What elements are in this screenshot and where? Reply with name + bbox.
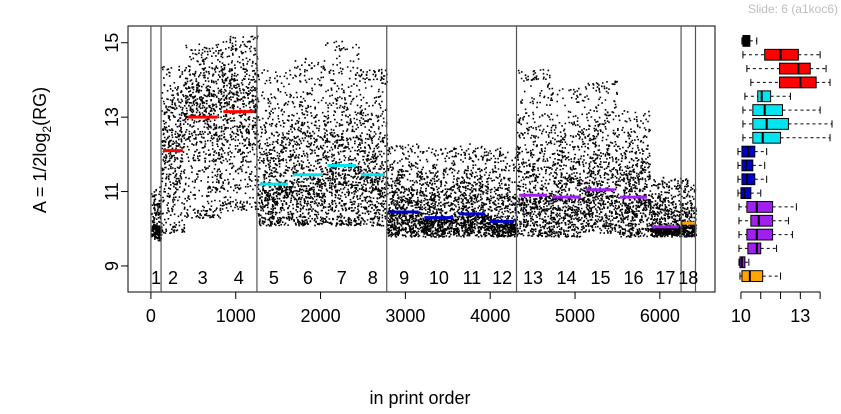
box-3 — [779, 62, 811, 75]
box-group-16 — [738, 242, 778, 255]
box-12 — [740, 187, 752, 199]
x-axis: 0 1000 2000 3000 4000 5000 6000 — [146, 292, 680, 326]
box-group-15 — [738, 228, 793, 241]
group-label-13: 13 — [523, 268, 543, 288]
group-label-9: 9 — [399, 268, 409, 288]
box-8 — [752, 131, 782, 144]
group-label-15: 15 — [590, 268, 610, 288]
group-label-10: 10 — [429, 268, 449, 288]
scatter-panel: 1 2 3 4 5 6 7 8 9 10 11 12 13 14 15 16 17 180 1000 2000 3000… — [102, 25, 716, 326]
x-tick-label-3000: 3000 — [385, 306, 425, 326]
box-group-10 — [737, 159, 766, 172]
x-tick-label-2000: 2000 — [301, 306, 341, 326]
box-group-8 — [742, 131, 831, 144]
group-label-18: 18 — [678, 268, 698, 288]
boxplot-x-axis: 10 13 — [731, 291, 821, 326]
y-axis-title: A = 1/2log2(RG) — [30, 87, 54, 213]
group-label-14: 14 — [557, 268, 577, 288]
slide-label: Slide: 6 (a1koc6) — [747, 2, 838, 16]
box-group-14 — [738, 214, 789, 227]
box-1 — [742, 35, 751, 47]
box-group-17 — [738, 256, 750, 269]
box-group-3 — [746, 62, 827, 75]
box-group-7 — [742, 118, 833, 130]
x-tick-label-0: 0 — [146, 306, 156, 326]
group-label-12: 12 — [492, 268, 512, 288]
boxplot-x-tick-label-13: 13 — [790, 306, 810, 326]
x-tick-label-6000: 6000 — [640, 306, 680, 326]
group-label-2: 2 — [168, 268, 178, 288]
group-label-11: 11 — [463, 268, 482, 288]
group-label-8: 8 — [368, 268, 378, 288]
box-group-11 — [737, 173, 768, 186]
box-14 — [750, 214, 774, 227]
boxplot-panel: 10 13 — [731, 35, 833, 326]
group-label-1: 1 — [151, 268, 161, 288]
x-tick-label-5000: 5000 — [555, 306, 595, 326]
x-tick-label-4000: 4000 — [470, 306, 510, 326]
box-11 — [741, 173, 756, 186]
scatter-points — [150, 35, 697, 242]
box-group-4 — [750, 76, 831, 89]
y-tick-label-15: 15 — [102, 33, 122, 53]
scatter-plot-frame — [127, 25, 716, 293]
box-group-12 — [737, 187, 762, 199]
y-tick-label-13: 13 — [102, 107, 122, 127]
y-axis-title-tail: (RG) — [30, 87, 50, 126]
box-group-6 — [742, 104, 821, 116]
group-label-16: 16 — [624, 268, 644, 288]
y-axis-title-main: A = 1/2log — [30, 133, 50, 214]
box-group-1 — [741, 35, 758, 47]
box-13 — [746, 201, 774, 213]
box-7 — [752, 118, 789, 130]
x-axis-title: in print order — [369, 388, 470, 408]
box-4 — [779, 76, 817, 89]
group-label-6: 6 — [303, 268, 313, 288]
y-tick-label-9: 9 — [102, 261, 122, 271]
group-label-3: 3 — [198, 268, 208, 288]
boxplot-x-tick-label-10: 10 — [731, 306, 751, 326]
box-10 — [741, 159, 754, 172]
box-group-5 — [744, 90, 791, 103]
group-label-5: 5 — [269, 268, 279, 288]
group-label-4: 4 — [234, 268, 244, 288]
box-group-9 — [737, 145, 768, 158]
x-tick-label-1000: 1000 — [216, 306, 256, 326]
group-label-17: 17 — [655, 268, 675, 288]
box-6 — [752, 104, 784, 116]
box-16 — [747, 242, 762, 255]
box-18 — [741, 270, 764, 282]
y-tick-label-11: 11 — [102, 182, 122, 201]
box-15 — [746, 228, 774, 241]
group-label-7: 7 — [337, 268, 347, 288]
box-5 — [757, 90, 772, 103]
box-group-18 — [739, 270, 782, 282]
box-group-2 — [742, 48, 821, 61]
box-group-13 — [738, 201, 797, 213]
y-axis-title-subscript: 2 — [40, 126, 54, 133]
y-axis: 9 11 13 15 — [102, 33, 128, 271]
